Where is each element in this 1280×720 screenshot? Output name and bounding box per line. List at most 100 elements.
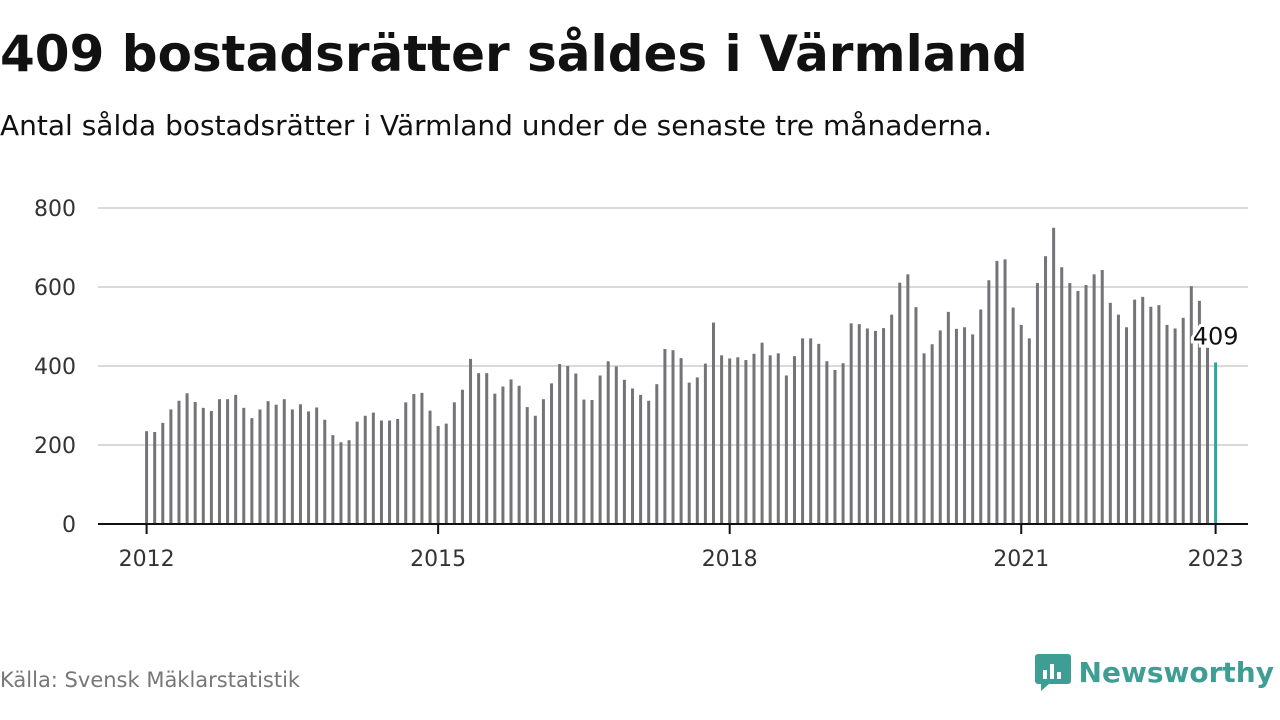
bar (177, 400, 181, 524)
bar (290, 409, 294, 524)
bar (298, 404, 302, 524)
bar (452, 402, 456, 524)
bar (1206, 347, 1210, 524)
bar-chart: 0 200 400 600 800 2012 2015 2018 2021 2023 409 (34, 197, 1248, 572)
bar (217, 399, 221, 524)
bar (841, 363, 845, 524)
bar (1116, 314, 1120, 524)
bar (420, 392, 424, 524)
bar (1003, 259, 1007, 524)
bar (760, 342, 764, 524)
bar-chart-speech-bubble-icon (1034, 654, 1071, 691)
bar (809, 338, 813, 524)
bar (946, 311, 950, 524)
bar (1108, 302, 1112, 524)
bar-latest (1214, 362, 1218, 524)
bar (1157, 305, 1161, 524)
bar (477, 373, 481, 524)
bar (598, 375, 602, 524)
bar (388, 420, 392, 524)
bar (671, 350, 675, 524)
bar (906, 274, 910, 524)
bar (541, 399, 545, 524)
bar (566, 366, 570, 524)
bar (647, 400, 651, 524)
x-tick-label-2018: 2018 (702, 547, 758, 572)
bar (1027, 338, 1031, 524)
bar (509, 379, 513, 524)
bar (1125, 327, 1129, 524)
bar (995, 260, 999, 524)
bar (1181, 317, 1185, 524)
bar (428, 410, 432, 524)
bar (266, 401, 270, 524)
x-tick-label-2021: 2021 (993, 547, 1049, 572)
bar (784, 375, 788, 524)
bar (355, 421, 359, 524)
y-tick-label-0: 0 (62, 513, 76, 538)
bar (890, 314, 894, 524)
bar (396, 418, 400, 524)
bar (930, 344, 934, 524)
bar (412, 394, 416, 524)
bar (282, 399, 286, 524)
bar (938, 330, 942, 524)
bar (525, 407, 529, 524)
bar (331, 435, 335, 525)
bar (825, 361, 829, 524)
x-tick-label-2023: 2023 (1188, 547, 1244, 572)
bar (379, 420, 383, 524)
bar (1060, 267, 1064, 524)
bar (606, 361, 610, 524)
bar (347, 440, 351, 524)
bar (1100, 270, 1104, 524)
bar (768, 355, 772, 524)
bar (226, 399, 230, 524)
x-tick-label-2015: 2015 (410, 547, 466, 572)
bar (1019, 324, 1023, 524)
bar (371, 412, 375, 524)
bar (898, 282, 902, 524)
bar (201, 407, 205, 524)
bar (728, 358, 732, 524)
bar (1092, 274, 1096, 524)
bar (695, 377, 699, 524)
y-tick-label-400: 400 (34, 355, 76, 380)
bar (711, 322, 715, 524)
bar (865, 328, 869, 524)
bar (533, 415, 537, 524)
axes (98, 523, 1248, 534)
bar (954, 328, 958, 524)
bar (493, 393, 497, 524)
bar (857, 324, 861, 524)
bar (963, 327, 967, 524)
bar (517, 385, 521, 524)
bar (663, 349, 667, 524)
bar (914, 307, 918, 524)
bar (720, 355, 724, 524)
bar (315, 407, 319, 524)
bar (501, 386, 505, 524)
bar (363, 415, 367, 524)
bar (1084, 285, 1088, 524)
bar (145, 431, 149, 524)
bar (250, 418, 254, 524)
bar (153, 431, 157, 524)
y-tick-label-800: 800 (34, 197, 76, 222)
bar (776, 353, 780, 524)
bar (1068, 283, 1072, 524)
bar (1044, 256, 1048, 524)
bar (590, 399, 594, 524)
bar (987, 280, 991, 524)
bar (436, 426, 440, 524)
bar (169, 409, 173, 524)
bar (469, 358, 473, 524)
bar (1133, 299, 1137, 524)
bar (1052, 227, 1056, 524)
brand[interactable]: Newsworthy (1034, 652, 1274, 692)
bar (639, 394, 643, 524)
bar (801, 338, 805, 524)
bar (242, 407, 246, 524)
bar (736, 357, 740, 524)
